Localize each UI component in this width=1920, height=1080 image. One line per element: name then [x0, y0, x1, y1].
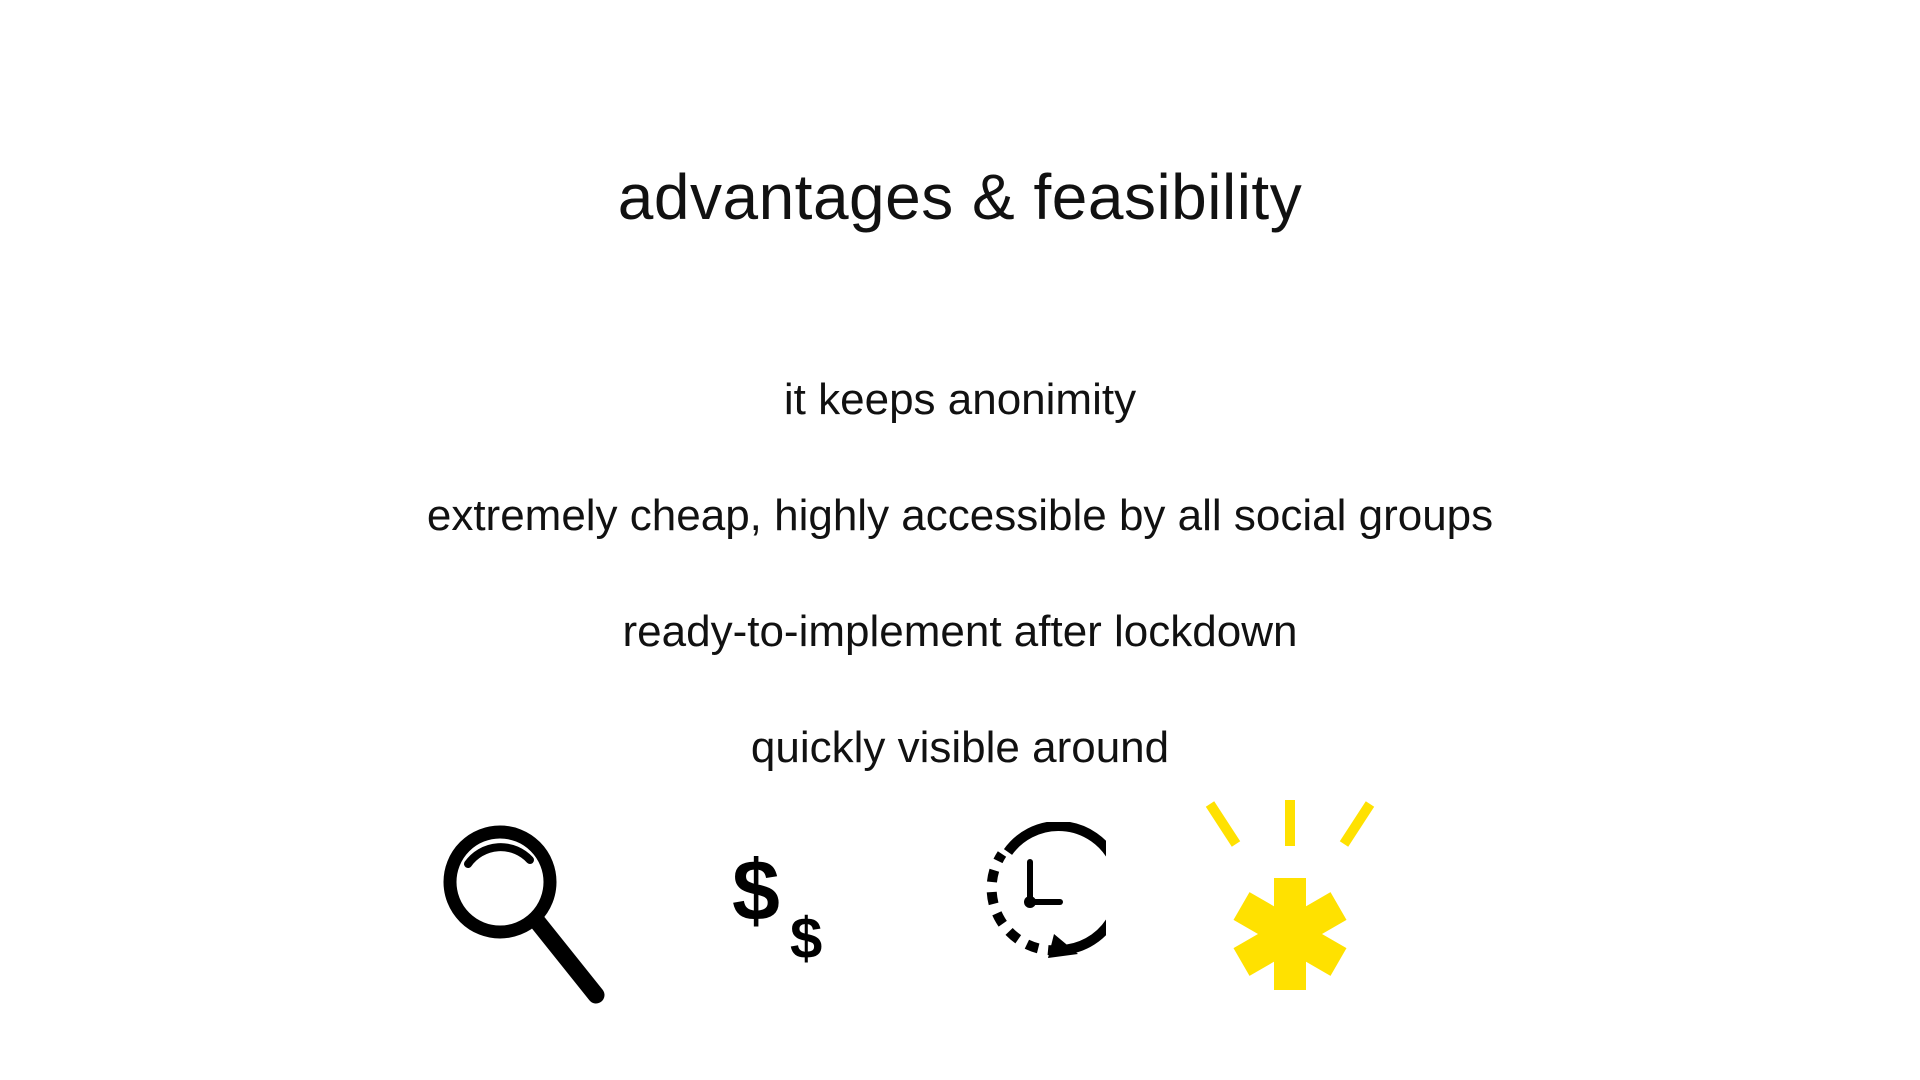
slide-title: advantages & feasibility	[617, 161, 1303, 233]
bullet-list: it keeps anonimity extremely cheap, high…	[0, 342, 1920, 806]
bullet-item: ready-to-implement after lockdown	[622, 607, 1298, 656]
clock-rewind-icon	[986, 822, 1106, 958]
magnifying-glass-icon	[443, 825, 605, 1004]
emergency-star-icon	[1205, 800, 1375, 990]
dollar-big: $	[732, 843, 780, 939]
dollar-signs-icon: $ $	[732, 843, 822, 970]
bullet-item: extremely cheap, highly accessible by al…	[426, 491, 1494, 540]
dollar-small: $	[790, 906, 822, 970]
bullet-item: it keeps anonimity	[783, 375, 1137, 424]
bullet-item: quickly visible around	[750, 723, 1170, 772]
